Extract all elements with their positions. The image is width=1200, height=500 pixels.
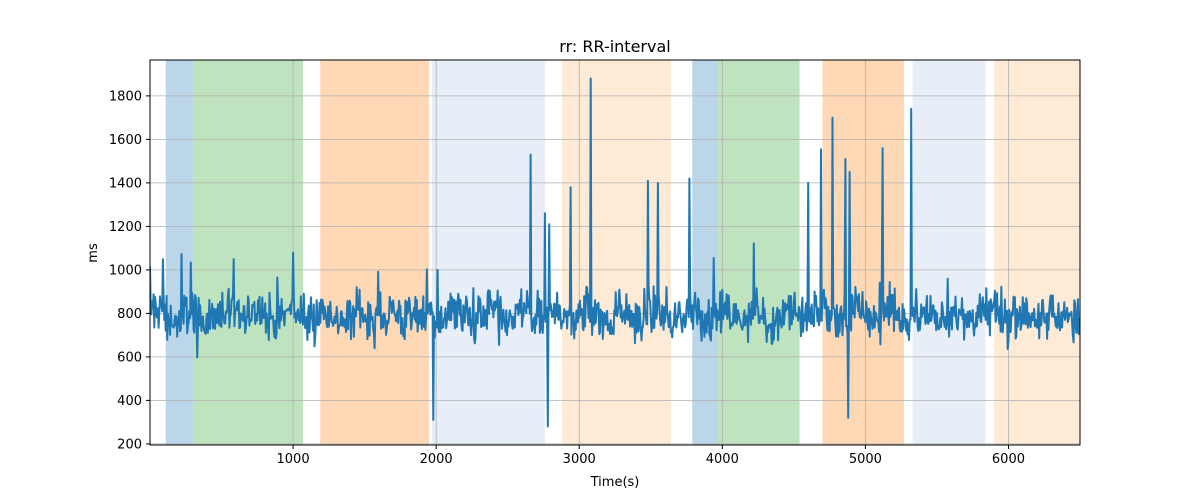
shaded-region: [912, 60, 986, 445]
shaded-region: [431, 60, 545, 445]
x-axis-label: Time(s): [590, 475, 640, 490]
axes-frame: [149, 59, 1081, 446]
shaded-region: [718, 60, 800, 445]
x-tick-label: 6000: [992, 452, 1025, 467]
shaded-region: [320, 60, 429, 445]
x-tick-label: 5000: [849, 452, 882, 467]
x-tick-label: 2000: [420, 452, 453, 467]
shaded-region: [165, 60, 193, 445]
y-tick-label: 400: [117, 394, 142, 409]
shaded-region: [562, 60, 671, 445]
shaded-region: [994, 60, 1080, 445]
shaded-region: [692, 60, 719, 445]
x-tick-label: 3000: [563, 452, 596, 467]
y-tick-label: 1000: [109, 263, 142, 278]
x-tick-label: 1000: [277, 452, 310, 467]
y-tick-label: 600: [117, 350, 142, 365]
shaded-region: [822, 60, 905, 445]
y-tick-label: 200: [117, 437, 142, 452]
y-tick-label: 1800: [109, 89, 142, 104]
chart-title: rr: RR-interval: [559, 37, 670, 56]
y-tick-label: 1400: [109, 176, 142, 191]
series-layer: [150, 77, 1080, 428]
shaded-regions: [165, 60, 1080, 445]
series-line-rr: [150, 77, 1080, 428]
y-tick-label: 800: [117, 307, 142, 322]
shaded-region: [192, 60, 304, 445]
y-tick-label: 1600: [109, 133, 142, 148]
y-tick-label: 1200: [109, 220, 142, 235]
y-axis-label: ms: [86, 243, 101, 263]
tick-layer: 1000 2000 3000 4000 5000 6000 200 400 600 800 1000…: [109, 89, 1025, 467]
x-tick-label: 4000: [706, 452, 739, 467]
